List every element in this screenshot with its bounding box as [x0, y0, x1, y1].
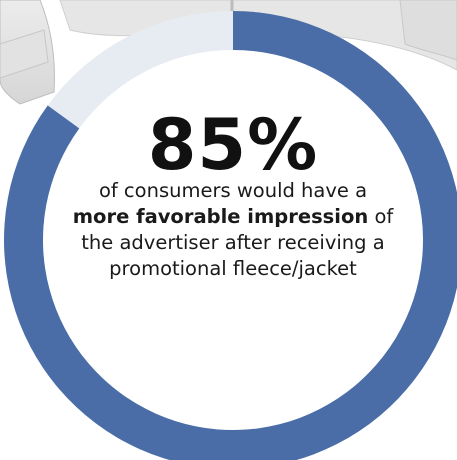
stat-caption: of consumers would have a more favorable…	[70, 178, 396, 282]
donut-center	[43, 50, 423, 430]
caption-bold-phrase: more favorable impression	[72, 205, 369, 228]
stat-block: 85% of consumers would have a more favor…	[70, 108, 396, 282]
donut-segment-remainder	[47, 10, 233, 129]
caption-part-1: of consumers would have a	[98, 179, 368, 202]
caption-part-2: of the advertiser after receiving a prom…	[81, 205, 394, 280]
big-stat-value: 85%	[147, 104, 319, 186]
